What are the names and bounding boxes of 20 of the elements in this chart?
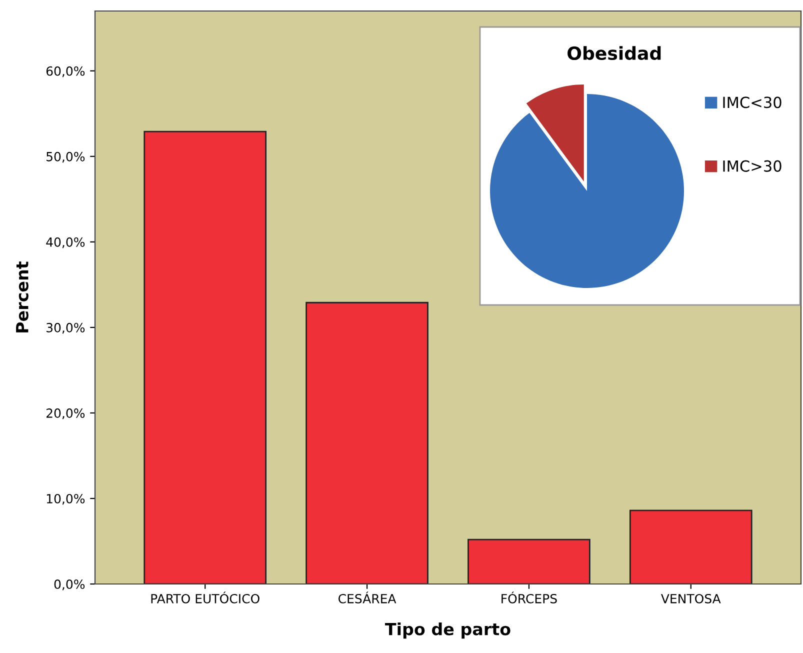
x-tick-label: PARTO EUTÓCICO	[151, 592, 260, 604]
y-tick-label: 60,0%	[46, 66, 85, 78]
y-axis-title: Percent	[16, 262, 28, 332]
bar	[144, 130, 267, 584]
legend-label: IMC>30	[723, 160, 782, 172]
y-tick-label: 30,0%	[46, 322, 85, 334]
bar	[306, 302, 428, 584]
y-tick-label: 0,0%	[54, 579, 85, 590]
y-tick-label: 40,0%	[46, 237, 85, 248]
x-tick-label: VENTOSA	[660, 594, 721, 604]
legend-label: IMC<30	[723, 96, 782, 108]
x-tick-label: CESÁREA	[338, 592, 396, 604]
bar	[468, 538, 590, 584]
bar	[629, 510, 752, 584]
x-tick-label: FÓRCEPS	[502, 592, 557, 604]
chart-title: Obesidad	[568, 46, 661, 60]
y-tick-label: 50,0%	[46, 152, 85, 163]
x-axis-title: Tipo de parto	[385, 622, 510, 639]
y-tick-label: 20,0%	[46, 408, 85, 420]
y-tick-label: 10,0%	[46, 494, 85, 505]
